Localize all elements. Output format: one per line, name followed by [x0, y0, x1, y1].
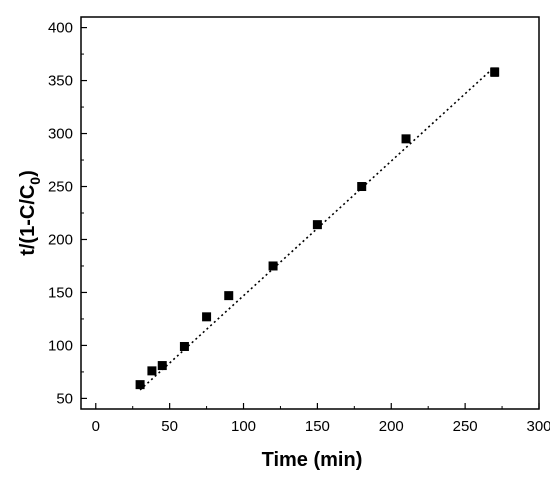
data-point: [401, 134, 411, 144]
y-tick-label: 350: [48, 73, 73, 90]
y-axis-title-suffix: ): [17, 170, 39, 177]
data-point: [135, 380, 145, 390]
data-point: [490, 67, 500, 77]
x-tick-label: 150: [305, 418, 330, 435]
data-point: [312, 220, 322, 230]
x-tick-label: 250: [453, 418, 478, 435]
data-point: [357, 182, 367, 192]
data-points: [135, 67, 500, 390]
data-point: [179, 341, 189, 351]
y-axis-title: t/(1-C/C0): [17, 170, 43, 256]
x-tick-label: 300: [526, 418, 550, 435]
y-axis-ticks: 50 100 150 200 250 300 350 400: [48, 20, 87, 407]
data-point: [157, 361, 167, 371]
data-point: [268, 261, 278, 271]
y-tick-label: 50: [56, 390, 73, 407]
y-tick-label: 300: [48, 126, 73, 143]
x-tick-label: 100: [231, 418, 256, 435]
y-axis-title-main: t/(1-C/C: [17, 185, 39, 256]
plot-frame: [80, 16, 540, 410]
y-tick-label: 250: [48, 179, 73, 196]
x-axis-title: Time (min): [262, 449, 363, 471]
x-tick-label: 0: [92, 418, 100, 435]
data-point: [147, 366, 157, 376]
y-tick-label: 150: [48, 284, 73, 301]
data-point: [224, 291, 234, 301]
y-tick-label: 400: [48, 20, 73, 37]
x-axis-ticks: 0 50 100 150 200 250 300: [92, 403, 550, 435]
y-axis-title-subscript: 0: [27, 177, 43, 185]
x-tick-label: 50: [161, 418, 178, 435]
y-tick-label: 100: [48, 337, 73, 354]
data-point: [202, 312, 212, 322]
x-tick-label: 200: [379, 418, 404, 435]
y-tick-label: 200: [48, 231, 73, 248]
